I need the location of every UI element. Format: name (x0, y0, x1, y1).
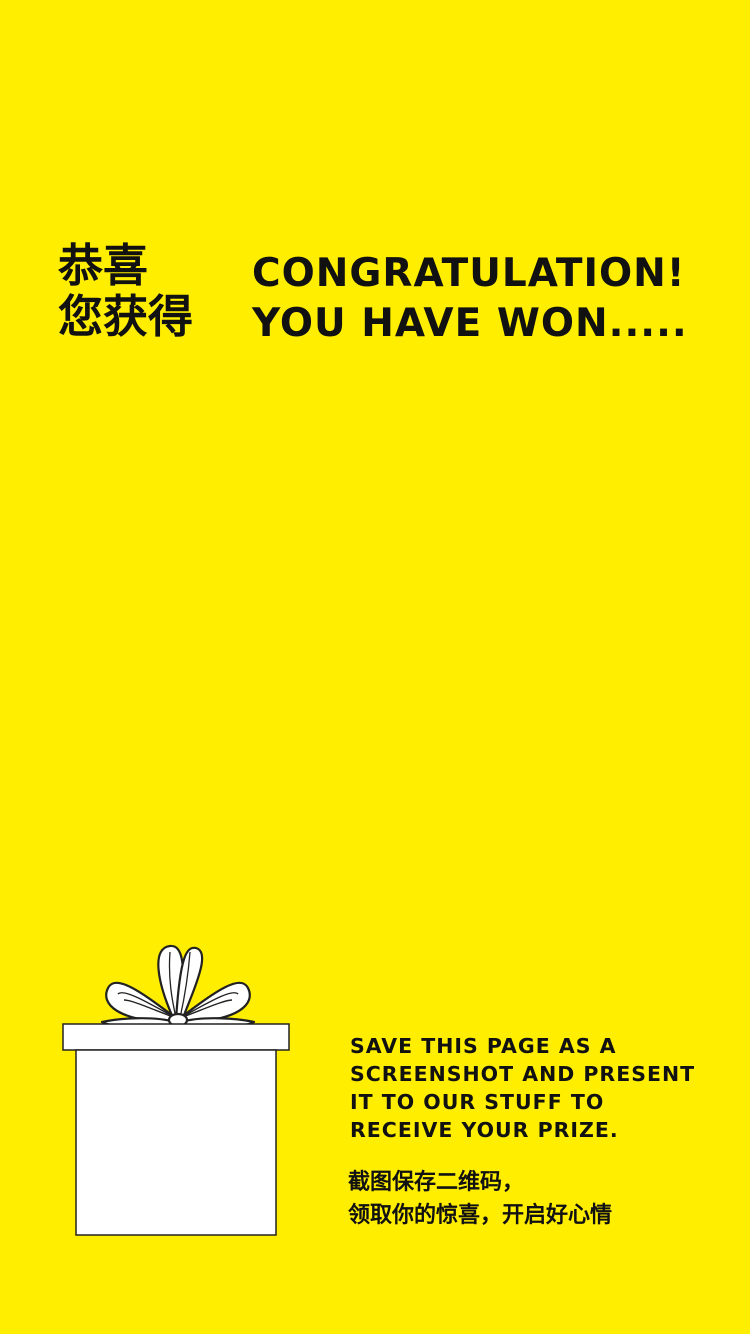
gift-box-icon (62, 944, 290, 1236)
instructions-chinese: 截图保存二维码， 领取你的惊喜，开启好心情 (348, 1166, 738, 1232)
instructions-chinese-line-1: 截图保存二维码， (348, 1170, 525, 1195)
instructions-english-line-3: IT TO OUR STUFF TO (350, 1090, 605, 1114)
instructions-chinese-line-2: 领取你的惊喜，开启好心情 (348, 1203, 613, 1228)
instructions-english-line-4: RECEIVE YOUR PRIZE. (350, 1118, 619, 1142)
instructions-english-line-2: SCREENSHOT AND PRESENT (350, 1062, 696, 1086)
gift-lid (62, 1023, 290, 1051)
chinese-title-line-2: 您获得 (58, 290, 194, 343)
english-title-line-2: YOU HAVE WON..... (252, 301, 688, 346)
english-title: CONGRATULATION! YOU HAVE WON..... (252, 249, 742, 349)
instructions-english: SAVE THIS PAGE AS A SCREENSHOT AND PRESE… (350, 1032, 730, 1144)
chinese-title: 恭喜 您获得 (58, 240, 228, 342)
chinese-title-line-1: 恭喜 (58, 239, 149, 292)
ribbon-bow-icon (100, 944, 256, 1028)
english-title-line-1: CONGRATULATION! (252, 251, 686, 296)
gift-body (75, 1049, 277, 1236)
instructions-english-line-1: SAVE THIS PAGE AS A (350, 1034, 617, 1058)
